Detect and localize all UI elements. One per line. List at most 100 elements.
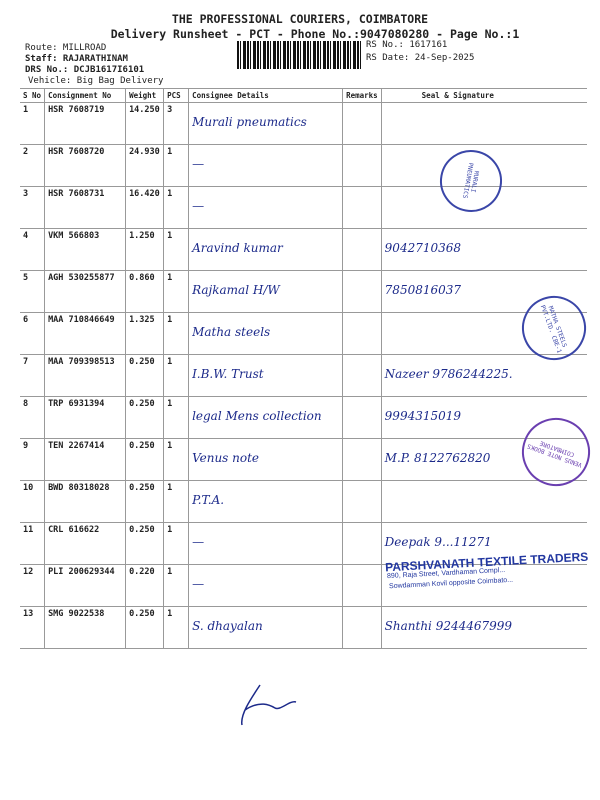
remarks-cell bbox=[342, 354, 382, 397]
consignment-cell: HSR 7608719 bbox=[44, 102, 126, 145]
consignee-cell: Aravind kumar bbox=[188, 228, 343, 271]
table-row: 6 MAA 710846649 1.325 1 Matha steels bbox=[20, 312, 588, 355]
weight-cell: 1.325 bbox=[125, 312, 164, 355]
sno-cell: 3 bbox=[20, 186, 45, 229]
sno-cell: 9 bbox=[20, 438, 45, 481]
consignee-cell: S. dhayalan bbox=[188, 606, 343, 649]
pcs-cell: 1 bbox=[163, 312, 189, 355]
consignment-cell: TEN 2267414 bbox=[44, 438, 126, 481]
consignee-cell: Murali pneumatics bbox=[188, 102, 343, 145]
col-weight: Weight bbox=[125, 88, 164, 103]
table-row: 4 VKM 566803 1.250 1 Aravind kumar 9042710368 bbox=[20, 228, 588, 271]
col-sno: S No bbox=[20, 88, 45, 103]
consignee-cell: legal Mens collection bbox=[188, 396, 343, 439]
sno-cell: 6 bbox=[20, 312, 45, 355]
consignment-cell: BWD 80318028 bbox=[44, 480, 126, 523]
table-row: 8 TRP 6931394 0.250 1 legal Mens collection 9… bbox=[20, 396, 588, 439]
weight-cell: 0.250 bbox=[125, 522, 164, 565]
weight-cell: 0.860 bbox=[125, 270, 164, 313]
runsheet-table: S No Consignment No Weight PCS Consignee… bbox=[20, 88, 588, 649]
table-row: 11 CRL 616622 0.250 1— Deepak 9...11271 bbox=[20, 522, 588, 565]
consignee-cell: — bbox=[188, 564, 343, 607]
seal-cell: Deepak 9...11271 bbox=[380, 522, 588, 565]
weight-cell: 0.250 bbox=[125, 606, 164, 649]
sno-cell: 2 bbox=[20, 144, 45, 187]
remarks-cell bbox=[342, 228, 382, 271]
col-seal: Seal & Signature bbox=[380, 88, 588, 103]
seal-cell bbox=[380, 144, 588, 187]
sno-cell: 13 bbox=[20, 606, 45, 649]
consignment-cell: CRL 616622 bbox=[44, 522, 126, 565]
consignee-cell: — bbox=[188, 144, 343, 187]
pcs-cell: 1 bbox=[163, 606, 189, 649]
sno-cell: 7 bbox=[20, 354, 45, 397]
remarks-cell bbox=[342, 564, 382, 607]
sno-cell: 1 bbox=[20, 102, 45, 145]
sno-cell: 4 bbox=[20, 228, 45, 271]
stamp-text: MATHA STEELS PVT.LTD. CBE-1 bbox=[538, 304, 568, 355]
remarks-cell bbox=[342, 522, 382, 565]
pcs-cell: 3 bbox=[163, 102, 189, 145]
consignment-cell: MAA 710846649 bbox=[44, 312, 126, 355]
consignment-cell: AGH 530255877 bbox=[44, 270, 126, 313]
weight-cell: 0.250 bbox=[125, 480, 164, 523]
remarks-cell bbox=[342, 102, 382, 145]
table-header: S No Consignment No Weight PCS Consignee… bbox=[20, 88, 588, 103]
consignee-cell: Rajkamal H/W bbox=[188, 270, 343, 313]
seal-cell: 7850816037 bbox=[380, 270, 588, 313]
table-row: 10 BWD 80318028 0.250 1 P.T.A. bbox=[20, 480, 588, 523]
consignment-cell: TRP 6931394 bbox=[44, 396, 126, 439]
company-title: THE PROFESSIONAL COURIERS, COIMBATORE bbox=[171, 12, 429, 26]
consignee-cell: I.B.W. Trust bbox=[188, 354, 343, 397]
pcs-cell: 1 bbox=[163, 480, 189, 523]
weight-cell: 14.250 bbox=[125, 102, 164, 145]
consignment-cell: VKM 566803 bbox=[44, 228, 126, 271]
consignee-cell: — bbox=[188, 522, 343, 565]
route: Route: MILLROAD bbox=[25, 43, 107, 53]
pcs-cell: 1 bbox=[163, 438, 189, 481]
consignee-cell: Matha steels bbox=[188, 312, 343, 355]
pcs-cell: 1 bbox=[163, 186, 189, 229]
col-consignment: Consignment No bbox=[44, 88, 126, 103]
sno-cell: 8 bbox=[20, 396, 45, 439]
pcs-cell: 1 bbox=[163, 354, 189, 397]
table-row: 9 TEN 2267414 0.250 1 Venus note M.P. 8122762… bbox=[20, 438, 588, 481]
seal-cell: Nazeer 9786244225. bbox=[380, 354, 588, 397]
table-row: 13 SMG 9022538 0.250 1 S. dhayalan Shanthi 92… bbox=[20, 606, 588, 649]
consignment-cell: HSR 7608731 bbox=[44, 186, 126, 229]
table-row: 12 PLI 200629344 0.220 1— bbox=[20, 564, 588, 607]
runsheet-subtitle: Delivery Runsheet - PCT - Phone No.:9047… bbox=[110, 27, 520, 41]
barcode bbox=[237, 41, 362, 69]
consignee-cell: — bbox=[188, 186, 343, 229]
seal-cell bbox=[380, 102, 588, 145]
consignment-cell: MAA 709398513 bbox=[44, 354, 126, 397]
remarks-cell bbox=[342, 606, 382, 649]
col-remarks: Remarks bbox=[342, 88, 382, 103]
drs-number: DRS No.: DCJB1617I6101 bbox=[25, 65, 145, 75]
table-row: 2 HSR 7608720 24.930 1— bbox=[20, 144, 588, 187]
pcs-cell: 1 bbox=[163, 396, 189, 439]
remarks-cell bbox=[342, 480, 382, 523]
weight-cell: 24.930 bbox=[125, 144, 164, 187]
staff: Staff: RAJARATHINAM bbox=[25, 54, 128, 64]
weight-cell: 0.250 bbox=[125, 438, 164, 481]
remarks-cell bbox=[342, 144, 382, 187]
consignee-cell: Venus note bbox=[188, 438, 343, 481]
weight-cell: 16.420 bbox=[125, 186, 164, 229]
table-row: 7 MAA 709398513 0.250 1 I.B.W. Trust Nazeer 9… bbox=[20, 354, 588, 397]
seal-cell bbox=[380, 480, 588, 523]
consignment-cell: HSR 7608720 bbox=[44, 144, 126, 187]
consignment-cell: PLI 200629344 bbox=[44, 564, 126, 607]
sno-cell: 11 bbox=[20, 522, 45, 565]
remarks-cell bbox=[342, 438, 382, 481]
col-consignee: Consignee Details bbox=[188, 88, 343, 103]
pcs-cell: 1 bbox=[163, 564, 189, 607]
weight-cell: 1.250 bbox=[125, 228, 164, 271]
seal-cell: 9042710368 bbox=[380, 228, 588, 271]
table-row: 5 AGH 530255877 0.860 1 Rajkamal H/W 78508160… bbox=[20, 270, 588, 313]
seal-cell bbox=[380, 312, 588, 355]
stamp-text: MURALI PNEUMATICS bbox=[460, 161, 480, 199]
table-row: 3 HSR 7608731 16.420 1— bbox=[20, 186, 588, 229]
rs-number: RS No.: 1617161 bbox=[366, 40, 448, 50]
seal-cell: M.P. 8122762820 bbox=[380, 438, 588, 481]
